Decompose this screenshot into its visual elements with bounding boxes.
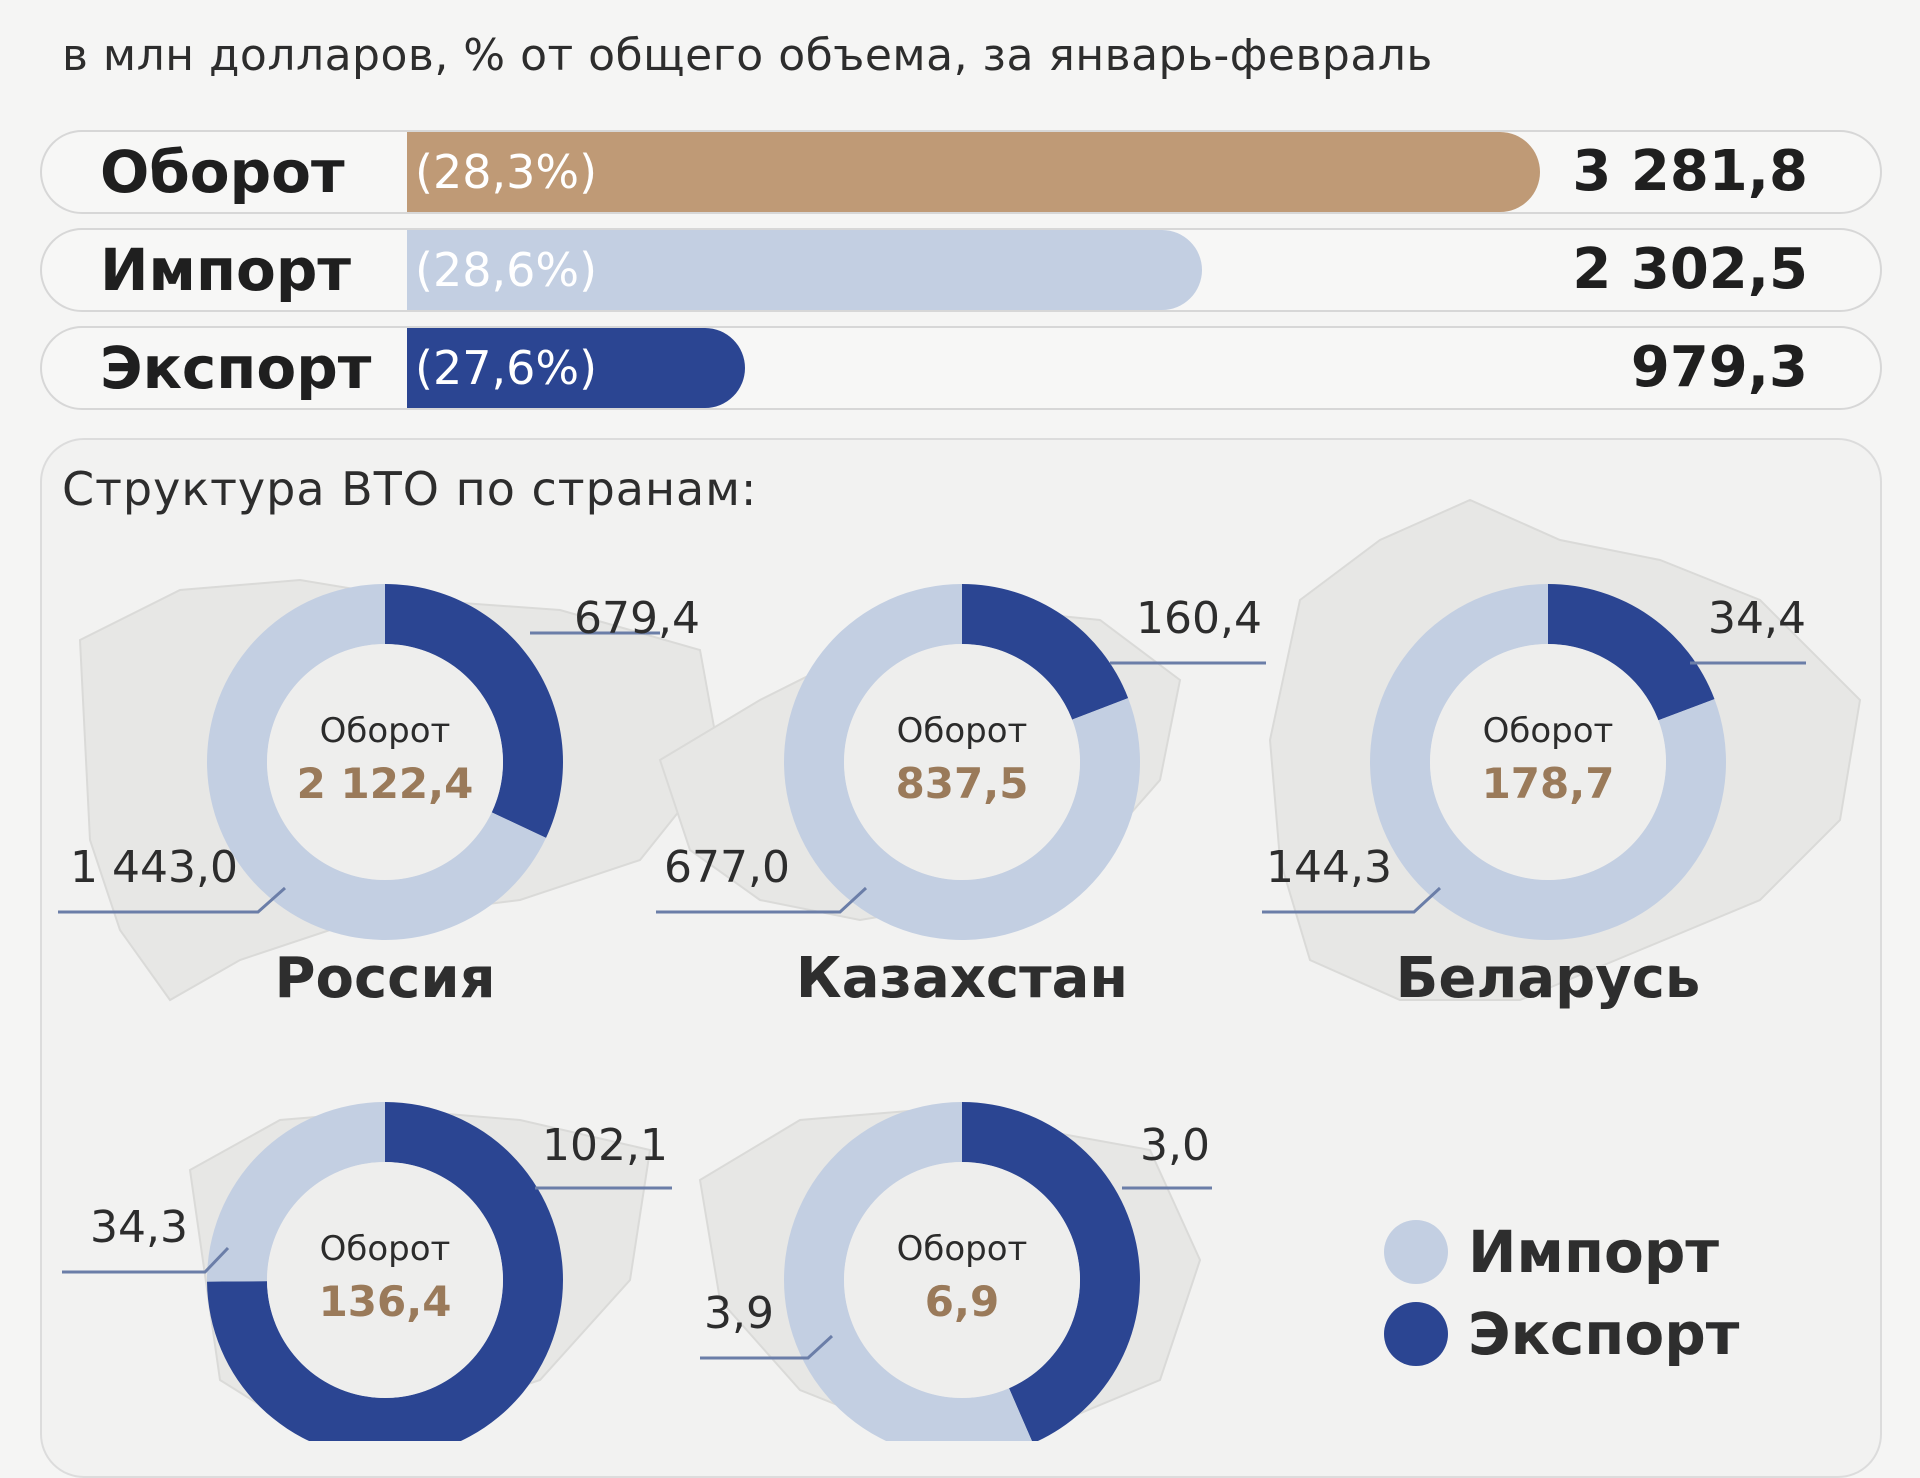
donut-export-slice (962, 584, 1129, 720)
legend-export-label: Экспорт (1468, 1300, 1740, 1368)
bar-share-turnover: (28,3%) (415, 145, 598, 199)
bar-fill-export: (27,6%) (407, 328, 745, 408)
export-value-label: 679,4 (574, 593, 700, 644)
donut-hole (844, 1162, 1080, 1398)
export-value-label: 102,1 (542, 1120, 668, 1171)
import-value-label: 34,3 (90, 1202, 188, 1253)
bar-share-export: (27,6%) (415, 341, 598, 395)
donut-export-slice (1548, 584, 1715, 721)
legend-export-swatch (1384, 1302, 1448, 1366)
donut-hole (267, 1162, 503, 1398)
donut-center-label: Оборот (1483, 711, 1614, 751)
donut-import-slice (207, 1102, 385, 1282)
donut-center-label: Оборот (897, 711, 1028, 751)
donut-import-slice (784, 1102, 1032, 1441)
donut-center-total: 136,4 (319, 1277, 452, 1326)
donut-hole (1430, 644, 1666, 880)
legend-import-label: Импорт (1468, 1218, 1720, 1286)
donut-hole (844, 644, 1080, 880)
bar-value-import: 2 302,5 (1572, 237, 1808, 302)
bar-value-turnover: 3 281,8 (1572, 139, 1808, 204)
import-value-label: 677,0 (664, 842, 790, 893)
country-name: Казахстан (796, 946, 1128, 1011)
donut-center-total: 837,5 (896, 759, 1029, 808)
country-name: Россия (274, 946, 495, 1011)
import-value-label: 144,3 (1266, 842, 1392, 893)
donut-center-total: 178,7 (1482, 759, 1615, 808)
donut-export-slice (385, 584, 563, 838)
donut-center-total: 2 122,4 (297, 759, 474, 808)
export-value-label: 160,4 (1136, 593, 1262, 644)
country-name: Беларусь (1396, 946, 1701, 1011)
bar-label-import: Импорт (100, 236, 352, 304)
bar-value-export: 979,3 (1630, 335, 1808, 400)
donut-center-label: Оборот (320, 1229, 451, 1269)
bar-row-turnover: (28,3%) Оборот 3 281,8 (40, 130, 1882, 214)
bar-fill-import: (28,6%) (407, 230, 1202, 310)
export-value-label: 34,4 (1708, 593, 1806, 644)
donut-export-slice (207, 1102, 563, 1441)
bar-row-import: (28,6%) Импорт 2 302,5 (40, 228, 1882, 312)
donut-center-total: 6,9 (925, 1277, 999, 1326)
import-value-label: 3,9 (704, 1288, 774, 1339)
legend-import-swatch (1384, 1220, 1448, 1284)
donut-export-slice (962, 1102, 1140, 1441)
export-value-label: 3,0 (1140, 1120, 1210, 1171)
bar-share-import: (28,6%) (415, 243, 598, 297)
donut-center-label: Оборот (320, 711, 451, 751)
import-leader-line (58, 886, 286, 914)
donut-charts: Оборот 2 122,4 679,4 1 443,0 Россия Оборот 837… (58, 584, 1806, 1441)
panel-title: Структура ВТО по странам: (62, 462, 758, 516)
donut-import-slice (784, 584, 1140, 940)
donut-center-label: Оборот (897, 1229, 1028, 1269)
import-leader-line (700, 1334, 834, 1360)
import-leader-line (1262, 886, 1442, 914)
bar-fill-turnover: (28,3%) (407, 132, 1540, 212)
import-value-label: 1 443,0 (70, 842, 238, 893)
bar-label-export: Экспорт (100, 334, 372, 402)
donut-import-slice (1370, 584, 1726, 940)
legend-import: Импорт (1384, 1218, 1719, 1286)
import-leader-line (62, 1246, 230, 1274)
bar-label-turnover: Оборот (100, 138, 345, 206)
donut-hole (267, 644, 503, 880)
donut-import-slice (206, 584, 547, 941)
subtitle: в млн долларов, % от общего объема, за я… (62, 30, 1433, 81)
legend-export: Экспорт (1384, 1300, 1739, 1368)
import-leader-line (656, 886, 868, 914)
bar-row-export: (27,6%) Экспорт 979,3 (40, 326, 1882, 410)
